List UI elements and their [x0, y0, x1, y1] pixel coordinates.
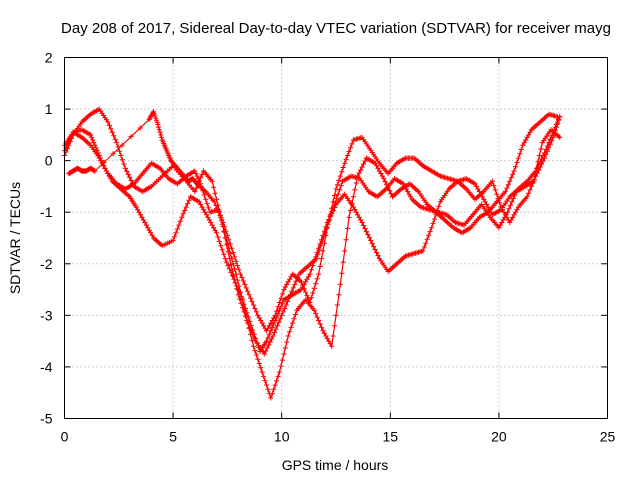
x-tick-label: 5: [169, 429, 177, 445]
series-track-1: [61, 114, 563, 355]
y-tick-label: -5: [40, 411, 53, 427]
axis-ticks: 0 5 10 15 20 25 -5 -4 -3 -2 -1 0 1 2: [40, 50, 615, 445]
x-tick-label: 20: [491, 429, 507, 445]
y-axis-label: SDTVAR / TECUs: [7, 182, 23, 294]
series-markers: [61, 106, 563, 357]
series-line: [63, 113, 558, 399]
series-line: [64, 116, 561, 353]
series-track-2: [61, 106, 563, 357]
x-tick-label: 25: [600, 429, 616, 445]
plot-frame: [64, 57, 608, 419]
series-layer: [61, 106, 563, 401]
y-tick-label: 0: [45, 153, 53, 169]
series-markers: [61, 111, 561, 401]
y-tick-label: -2: [40, 256, 53, 272]
x-axis-label: GPS time / hours: [282, 457, 389, 473]
y-tick-label: -1: [40, 204, 53, 220]
series-line: [63, 108, 561, 355]
y-tick-label: 2: [45, 50, 53, 66]
grid: [64, 57, 608, 419]
y-tick-label: -3: [40, 307, 53, 323]
y-tick-label: 1: [45, 101, 53, 117]
series-markers: [61, 114, 563, 355]
chart-title: Day 208 of 2017, Sidereal Day-to-day VTE…: [61, 20, 611, 37]
series-line: [68, 111, 561, 332]
series-track-4: [66, 109, 563, 334]
y-tick-label: -4: [40, 359, 53, 375]
series-track-3: [61, 111, 561, 401]
x-tick-label: 15: [383, 429, 399, 445]
x-tick-label: 10: [274, 429, 290, 445]
series-markers: [66, 109, 563, 334]
x-tick-label: 0: [61, 429, 69, 445]
